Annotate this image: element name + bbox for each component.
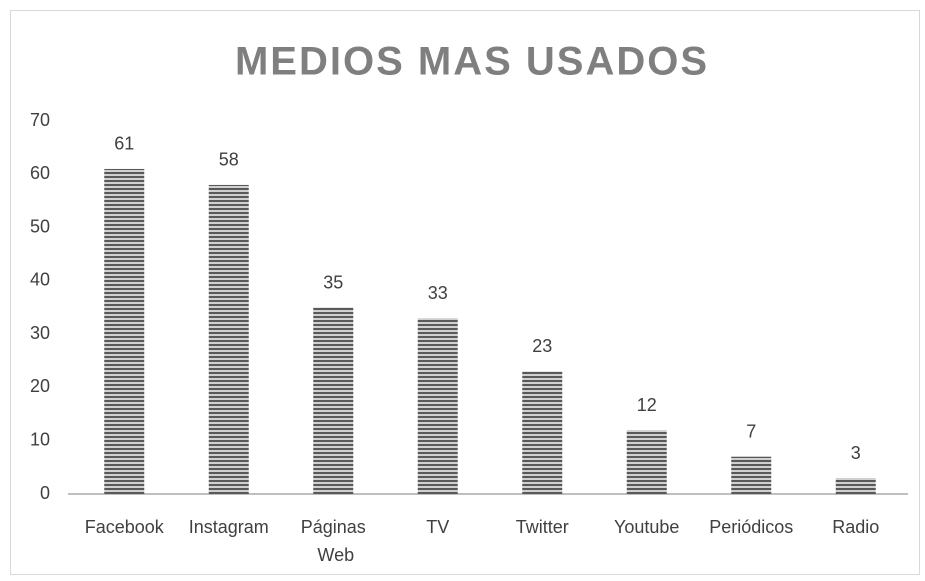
y-tick-label: 50	[30, 216, 50, 236]
x-tick-label: Facebook	[85, 517, 165, 537]
x-tick-label: Radio	[832, 517, 879, 537]
data-label: 7	[746, 421, 756, 441]
data-label: 61	[114, 134, 134, 154]
bar	[313, 307, 354, 494]
data-label: 23	[532, 336, 552, 356]
chart-border	[10, 10, 920, 575]
bar	[104, 168, 145, 494]
chart-title: MEDIOS MAS USADOS	[235, 40, 709, 84]
y-tick-label: 30	[30, 323, 50, 343]
bar	[522, 371, 563, 494]
y-tick-label: 0	[40, 483, 50, 503]
y-tick-label: 60	[30, 163, 50, 183]
x-tick-label: Twitter	[516, 517, 569, 537]
y-tick-label: 20	[30, 376, 50, 396]
bar	[835, 478, 876, 494]
x-tick-label: Páginas Web	[301, 517, 366, 565]
y-tick-label: 10	[30, 429, 50, 449]
y-tick-label: 70	[30, 110, 50, 130]
x-tick-label: Instagram	[189, 517, 269, 537]
bar	[626, 430, 667, 494]
bar	[731, 456, 772, 494]
x-tick-label: Periódicos	[709, 517, 793, 537]
x-tick-label: TV	[426, 517, 449, 537]
data-label: 12	[637, 395, 657, 415]
data-label: 3	[851, 443, 861, 463]
y-tick-label: 40	[30, 270, 50, 290]
data-label: 33	[428, 283, 448, 303]
data-label: 35	[323, 272, 343, 292]
bar	[208, 184, 249, 494]
data-label: 58	[219, 150, 239, 170]
bar	[417, 318, 458, 494]
x-tick-label: Youtube	[614, 517, 679, 537]
